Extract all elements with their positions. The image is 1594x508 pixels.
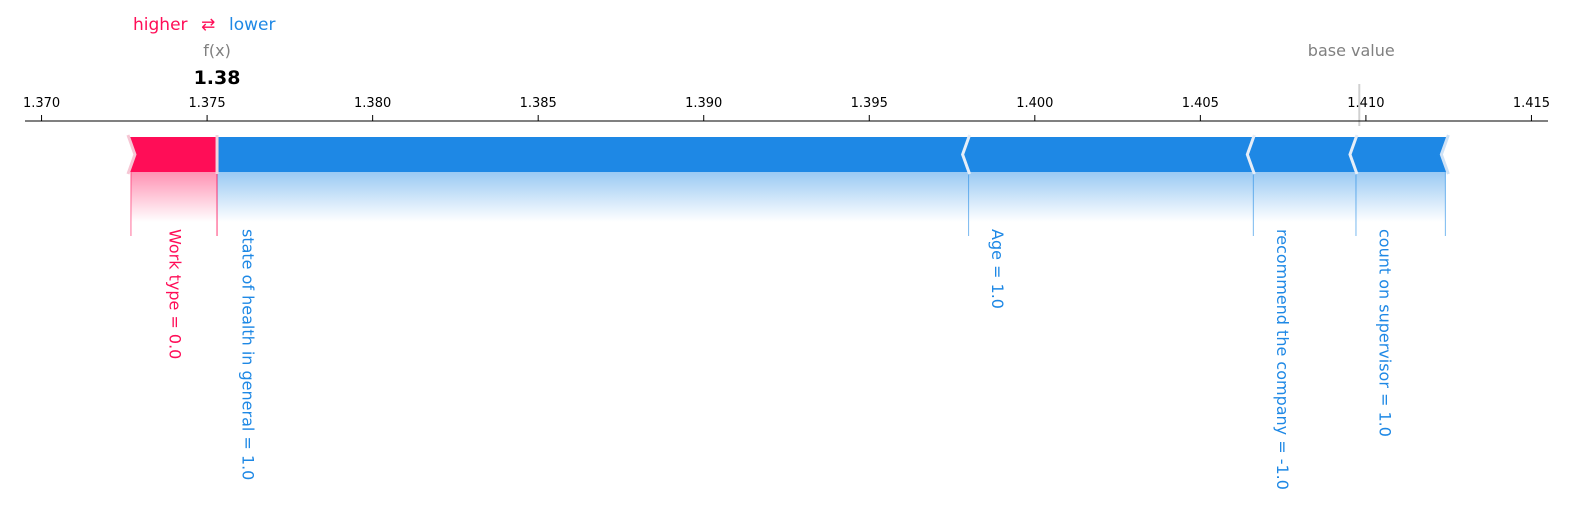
x-tick-label: 1.375 bbox=[188, 96, 225, 111]
negative-separator bbox=[1348, 134, 1359, 175]
negative-shade bbox=[968, 172, 1254, 222]
x-tick-label: 1.415 bbox=[1513, 96, 1550, 111]
output-value: 1.38 bbox=[194, 67, 241, 89]
legend-higher-label: higher bbox=[133, 15, 188, 35]
negative-separator bbox=[961, 134, 972, 175]
negative-shade bbox=[1355, 172, 1446, 222]
x-tick-label: 1.410 bbox=[1347, 96, 1384, 111]
feature-label-negative: state of health in general = 1.0 bbox=[239, 229, 258, 480]
x-tick-label: 1.390 bbox=[685, 96, 722, 111]
positive-shade bbox=[130, 172, 218, 222]
right-end-cap bbox=[1439, 134, 1450, 175]
negative-bar bbox=[1348, 137, 1448, 172]
negative-shade bbox=[217, 172, 969, 222]
feature-label-negative: count on supervisor = 1.0 bbox=[1375, 229, 1394, 437]
x-tick-label: 1.385 bbox=[520, 96, 557, 111]
left-end-cap bbox=[126, 134, 137, 175]
base-value-label: base value bbox=[1308, 41, 1395, 60]
x-tick-label: 1.405 bbox=[1182, 96, 1219, 111]
feature-labels: Work type = 0.0 state of health in genera… bbox=[165, 229, 1394, 490]
contribution-bars bbox=[126, 134, 1450, 175]
x-tick-label: 1.380 bbox=[354, 96, 391, 111]
negative-bar bbox=[961, 137, 1254, 172]
legend-arrow-icon: ⇄ bbox=[201, 15, 215, 35]
x-tick-label: 1.370 bbox=[23, 96, 60, 111]
feature-label-negative: recommend the company = -1.0 bbox=[1273, 229, 1292, 490]
feature-label-positive: Work type = 0.0 bbox=[165, 229, 184, 359]
negative-bar bbox=[1246, 137, 1356, 172]
x-tick-label: 1.400 bbox=[1016, 96, 1053, 111]
output-label: f(x) bbox=[203, 41, 231, 60]
x-tick-label: 1.395 bbox=[851, 96, 888, 111]
contribution-shading bbox=[130, 172, 1446, 236]
x-axis-ticks: 1.370 1.375 1.380 1.385 1.390 1.395 1.400 1.405… bbox=[23, 96, 1550, 121]
positive-bar bbox=[128, 137, 218, 172]
legend: higher ⇄ lower bbox=[133, 15, 275, 35]
legend-lower-label: lower bbox=[229, 15, 275, 35]
negative-shade bbox=[1253, 172, 1356, 222]
negative-bar bbox=[217, 137, 969, 172]
negative-separator bbox=[1245, 134, 1256, 175]
feature-label-negative: Age = 1.0 bbox=[988, 229, 1007, 309]
